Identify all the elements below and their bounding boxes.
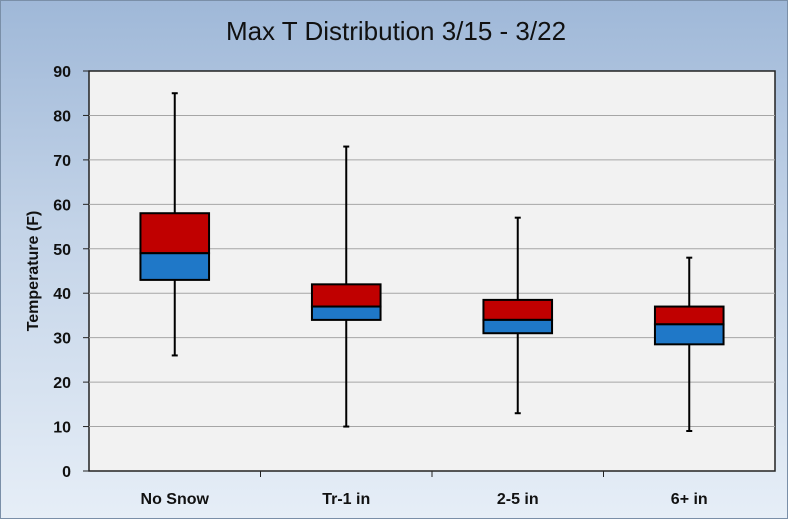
y-tick-label: 50 <box>53 242 71 259</box>
lower-quartile-box <box>310 305 382 321</box>
y-tick-label: 80 <box>53 108 71 125</box>
y-tick-label: 20 <box>53 375 71 392</box>
y-axis-label: Temperature (F) <box>25 211 42 332</box>
box-plot-3 <box>482 216 554 415</box>
y-tick-label: 90 <box>53 64 71 81</box>
box-plot-4 <box>653 256 725 432</box>
y-tick-label: 10 <box>53 420 71 437</box>
x-tick-label: Tr-1 in <box>322 491 370 508</box>
x-tick-label: No Snow <box>141 491 210 508</box>
box-plot-2 <box>310 145 382 428</box>
lower-quartile-box <box>139 252 211 281</box>
x-tick-labels: No Snow Tr-1 in 2-5 in 6+ in <box>141 471 708 508</box>
upper-quartile-box <box>653 305 725 326</box>
y-tick-label: 70 <box>53 153 71 170</box>
y-tick-label: 60 <box>53 197 71 214</box>
x-tick-label: 6+ in <box>671 491 708 508</box>
upper-quartile-box <box>482 298 554 321</box>
upper-quartile-box <box>310 283 382 308</box>
y-tick-label: 40 <box>53 286 71 303</box>
upper-quartile-box <box>139 212 211 255</box>
y-tick-labels: 0 10 20 30 40 50 60 70 80 90 <box>53 64 71 481</box>
box-plot-1 <box>139 92 211 357</box>
box-layer <box>139 92 725 432</box>
y-tick-label: 0 <box>62 464 71 481</box>
y-tick-label: 30 <box>53 331 71 348</box>
x-tick-label: 2-5 in <box>497 491 539 508</box>
lower-quartile-box <box>482 318 554 335</box>
chart-title: Max T Distribution 3/15 - 3/22 <box>226 16 566 46</box>
lower-quartile-box <box>653 323 725 346</box>
